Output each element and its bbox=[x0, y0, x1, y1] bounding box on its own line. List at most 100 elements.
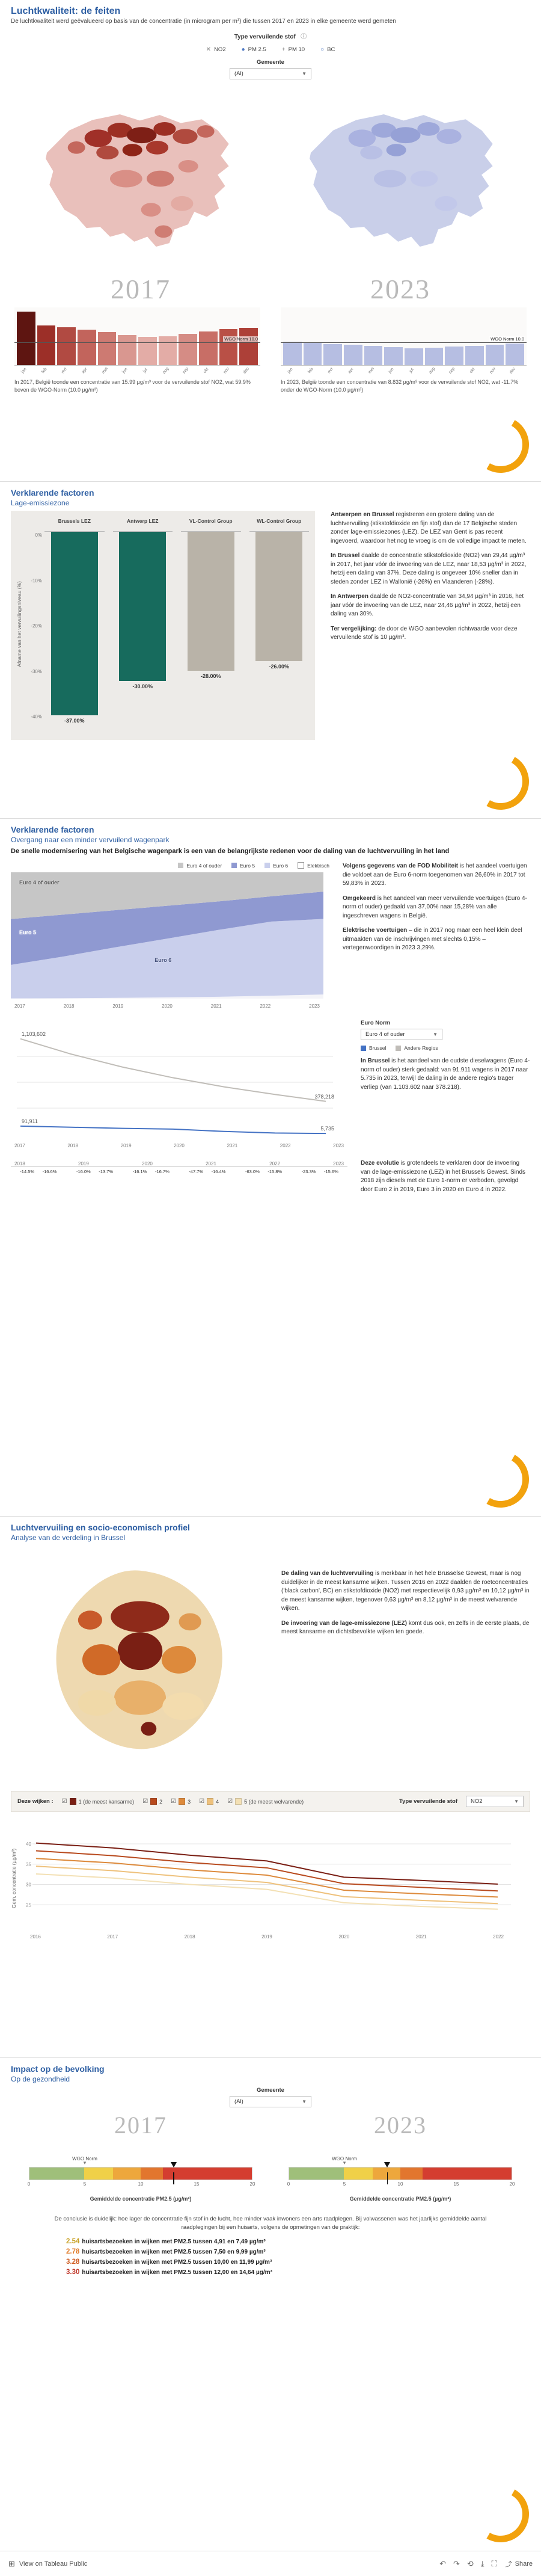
socio-pollutant-select[interactable]: NO2 ▼ bbox=[466, 1796, 524, 1807]
download-icon[interactable]: ⤓ bbox=[480, 2559, 484, 2568]
x-axis-labels: 2016 2017 2018 2019 2020 2021 2022 bbox=[20, 1934, 513, 1940]
bar-value-label: -14.5% bbox=[20, 1169, 35, 1174]
view-on-tableau-link[interactable]: ⊞ View on Tableau Public bbox=[8, 2559, 87, 2569]
chart-captions: In 2017, België toonde een concentratie … bbox=[11, 377, 530, 395]
gauge-2023: WGO Norm 0 5 10 15 20 Gemiddelde concentratie … bbox=[287, 2140, 515, 2202]
lez-bar-1[interactable] bbox=[50, 532, 98, 716]
line-5 (de meest welvarende)[interactable] bbox=[35, 1873, 498, 1910]
bar-mei[interactable] bbox=[364, 346, 383, 365]
lez-col-3: VL-Control Group -28.00% bbox=[181, 518, 241, 730]
pollutant-option-no2[interactable]: ✕ NO2 bbox=[206, 46, 226, 53]
line-4[interactable] bbox=[35, 1866, 498, 1905]
x-tick: 2020 bbox=[338, 1934, 350, 1940]
bar-nov[interactable] bbox=[219, 329, 238, 365]
lez-bar-4[interactable] bbox=[255, 532, 303, 661]
belgium-map-2017[interactable] bbox=[11, 85, 266, 272]
line-3[interactable] bbox=[35, 1858, 498, 1898]
gauge-segment-5 bbox=[162, 2168, 252, 2180]
pollutant-option-pm2.5[interactable]: ● PM 2.5 bbox=[242, 46, 266, 53]
bar-jun[interactable] bbox=[384, 347, 403, 365]
area-Euro 6[interactable] bbox=[11, 919, 323, 999]
bar-feb[interactable] bbox=[37, 325, 56, 365]
pollutant-options: ✕ NO2 ● PM 2.5 + PM 10 ○ BC bbox=[132, 46, 409, 53]
brussels-map[interactable] bbox=[11, 1545, 269, 1786]
paragraph: De daling van de luchtvervuiling is merk… bbox=[281, 1570, 530, 1613]
reset-icon[interactable]: ⟲ bbox=[466, 2559, 474, 2568]
redo-icon[interactable]: ↷ bbox=[453, 2559, 460, 2568]
undo-icon[interactable]: ↶ bbox=[439, 2559, 446, 2568]
x-tick: 2018 bbox=[67, 1143, 79, 1148]
bar-aug[interactable] bbox=[424, 348, 444, 365]
bar-jan[interactable] bbox=[283, 341, 302, 365]
bar-apr[interactable] bbox=[78, 329, 96, 365]
fleet-area-block: Euro 4 of ouder Euro 5 Euro 6 Elektrisch Eu… bbox=[11, 862, 329, 1009]
pollutant-option-bc[interactable]: ○ BC bbox=[320, 46, 335, 53]
color-chip bbox=[179, 1798, 186, 1805]
wijk-checkbox-1[interactable]: ☑ 1 (de meest kansarme) bbox=[62, 1798, 135, 1805]
bar-jul[interactable] bbox=[138, 336, 157, 365]
bar-dec[interactable] bbox=[506, 344, 525, 365]
wijk-checkbox-4[interactable]: ☑ 4 bbox=[199, 1798, 219, 1805]
belgium-map-2023[interactable] bbox=[275, 85, 530, 272]
legend-item: Euro 6 bbox=[264, 862, 288, 869]
lez-bar-3[interactable] bbox=[187, 532, 234, 671]
fleet-line-legend: Brussel Andere Regios bbox=[361, 1045, 530, 1051]
fleet-line-block: 1,103,602 378,218 91,911 5,735 2017 2018 2019 2… bbox=[11, 1020, 347, 1148]
bar-okt[interactable] bbox=[465, 345, 484, 365]
fleet-change-side: Deze evolutie is grotendeels te verklare… bbox=[361, 1159, 530, 1293]
page-subtitle: De luchtkwaliteit werd geëvalueerd op ba… bbox=[11, 18, 396, 25]
wijk-checkbox-3[interactable]: ☑ 3 bbox=[171, 1798, 191, 1805]
legend-chip bbox=[231, 863, 237, 868]
info-icon[interactable]: ⓘ bbox=[301, 34, 307, 40]
line-Brussel[interactable] bbox=[20, 1125, 326, 1135]
paragraph-lead: Elektrische voertuigen bbox=[343, 927, 408, 934]
x-tick: 2017 bbox=[107, 1934, 118, 1940]
wijk-checkbox-2[interactable]: ☑ 2 bbox=[142, 1798, 162, 1805]
area-Euro 5[interactable] bbox=[11, 892, 323, 965]
bar-dec[interactable] bbox=[239, 327, 258, 365]
bar-sep[interactable] bbox=[179, 333, 198, 365]
lez-bar-2[interactable] bbox=[119, 532, 167, 681]
line-2[interactable] bbox=[35, 1850, 498, 1892]
area-label-euro4: Euro 4 of ouder bbox=[19, 880, 60, 886]
bar-mrt[interactable] bbox=[57, 327, 76, 365]
line-1 (de meest kansarme)[interactable] bbox=[35, 1842, 498, 1885]
bar-nov[interactable] bbox=[485, 344, 504, 365]
wijk-label: 1 (de meest kansarme) bbox=[78, 1798, 135, 1805]
area-Elektrisch[interactable] bbox=[11, 994, 323, 999]
wijk-checkbox-5[interactable]: ☑ 5 (de meest welvarende) bbox=[227, 1798, 304, 1805]
fullscreen-icon[interactable]: ⛶ bbox=[491, 2559, 497, 2568]
bar-feb[interactable] bbox=[303, 342, 322, 365]
bar-sep[interactable] bbox=[445, 347, 464, 365]
legend-label: Euro 5 bbox=[240, 862, 255, 869]
socio-pollutant-label: Type vervuilende stof bbox=[399, 1798, 457, 1805]
bar-apr[interactable] bbox=[344, 345, 362, 365]
fleet-text-column: Volgens gegevens van de FOD Mobiliteit i… bbox=[343, 862, 530, 1009]
lez-chart-panel: Afname van het vervuilingsniveau (%) 0% -… bbox=[11, 511, 315, 740]
y-axis-label: Afname van het vervuilingsniveau (%) bbox=[16, 581, 22, 667]
section-overview: Luchtkwaliteit: de feiten De luchtkwalit… bbox=[0, 0, 541, 481]
bar-aug[interactable] bbox=[158, 336, 177, 365]
gemeente-select[interactable]: (Al) ▼ bbox=[230, 68, 311, 79]
share-button[interactable]: ⤴ Share bbox=[506, 2559, 533, 2569]
pollutant-option-pm10[interactable]: + PM 10 bbox=[282, 46, 305, 53]
paragraph-text: daalde de NO2-concentratie van 34,94 µg/… bbox=[331, 593, 524, 617]
x-marker-icon: ✕ bbox=[206, 46, 212, 53]
line-Andere Regios[interactable] bbox=[20, 1038, 326, 1102]
paragraph-text: is merkbaar in het hele Brusselse Gewest… bbox=[281, 1570, 530, 1612]
bar-mei[interactable] bbox=[97, 332, 117, 365]
bar-okt[interactable] bbox=[199, 331, 218, 365]
bar-value-label: -23.3% bbox=[301, 1169, 316, 1174]
bar-jul[interactable] bbox=[405, 348, 423, 365]
bar-mrt[interactable] bbox=[323, 344, 343, 365]
bar-jan[interactable] bbox=[17, 312, 35, 365]
euro-norm-select[interactable]: Euro 4 of ouder ▼ bbox=[361, 1029, 442, 1040]
who-norm-label: WGO Norm 10.0 bbox=[223, 336, 259, 342]
svg-text:378,218: 378,218 bbox=[314, 1094, 334, 1100]
fleet-line-side: Euro Norm Euro 4 of ouder ▼ Brussel Ander… bbox=[361, 1020, 530, 1148]
gauge-2017: WGO Norm 0 5 10 15 20 Gemiddelde concentratie … bbox=[28, 2140, 255, 2202]
area-Euro 4 of ouder[interactable] bbox=[11, 872, 323, 919]
bar-jun[interactable] bbox=[118, 334, 137, 365]
x-tick: 2016 bbox=[30, 1934, 41, 1940]
gemeente-select-health[interactable]: (Al) ▼ bbox=[230, 2096, 311, 2107]
